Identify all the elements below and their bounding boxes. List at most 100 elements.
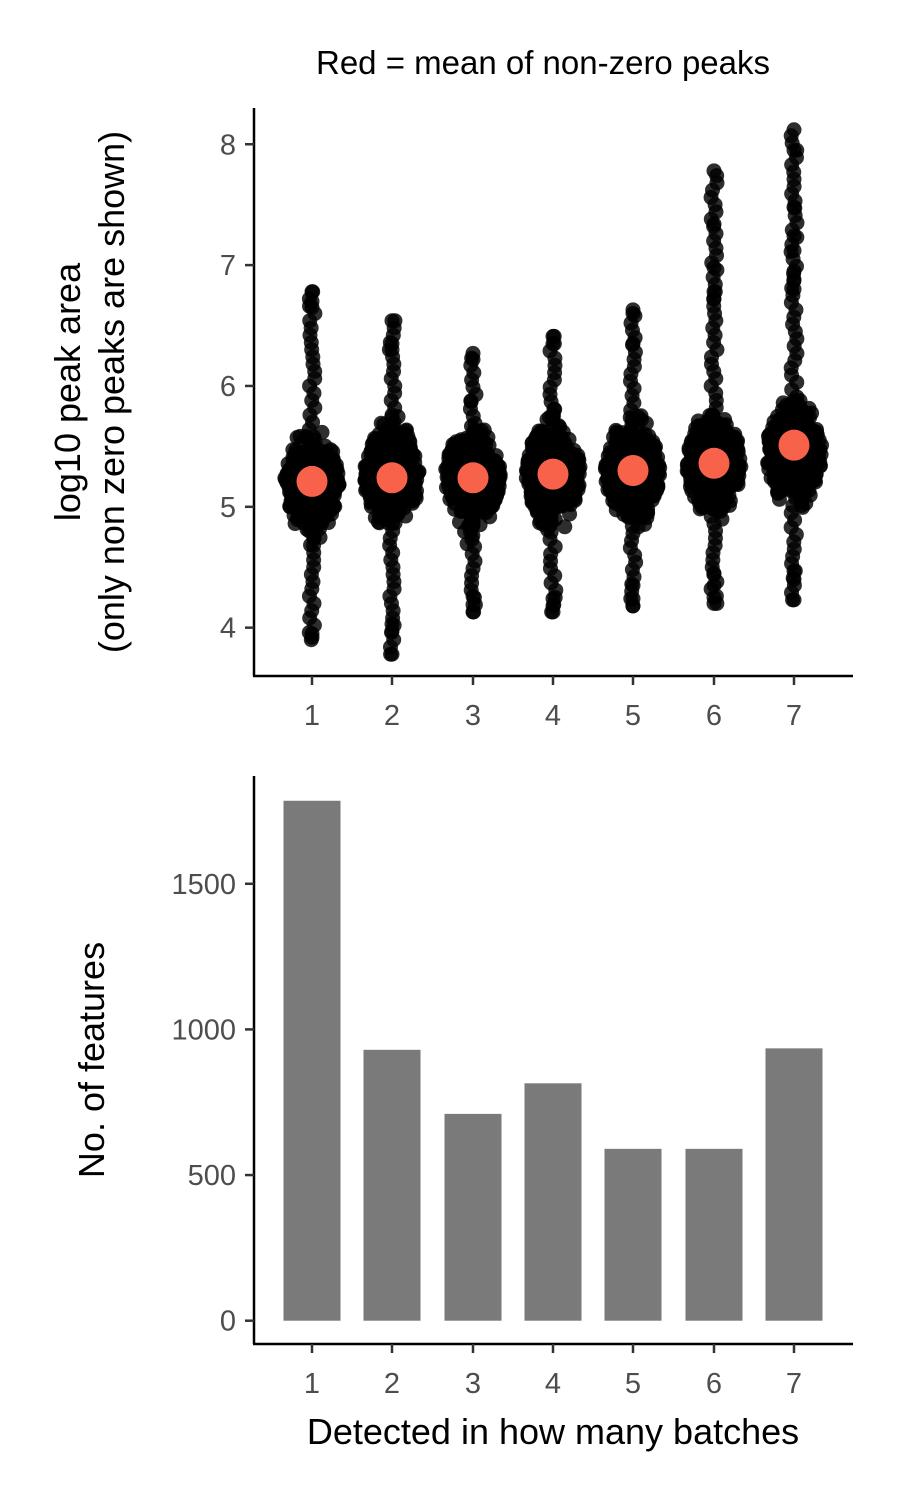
bar-x-tick-label: 7 <box>786 1368 802 1400</box>
beeswarm-point <box>786 281 802 297</box>
bar-series <box>283 800 823 1321</box>
bar-y-tick-label: 1000 <box>171 1014 236 1046</box>
beeswarm-point <box>488 448 504 464</box>
beeswarm-point <box>691 491 707 507</box>
beeswarm-point <box>612 498 628 514</box>
beeswarm-point <box>771 468 787 484</box>
beeswarm-point <box>384 313 400 329</box>
beeswarm-x-ticks: 1 2 3 4 5 6 7 <box>304 676 802 732</box>
beeswarm-point <box>444 476 460 492</box>
beeswarm-point <box>638 486 654 502</box>
beeswarm-points <box>277 122 830 662</box>
bar-y-tick-label: 1500 <box>171 869 236 901</box>
bar <box>444 1113 502 1321</box>
beeswarm-x-tick-label: 4 <box>545 700 561 732</box>
beeswarm-point <box>706 589 722 605</box>
beeswarm-point <box>465 351 481 367</box>
beeswarm-point <box>565 453 581 469</box>
beeswarm-point <box>384 342 400 358</box>
beeswarm-point <box>545 336 561 352</box>
bar-y-tick-label: 0 <box>220 1306 236 1338</box>
bar-panel: No. of features 0 500 1000 1500 1 2 3 4 5 6 7 Det… <box>71 776 853 1452</box>
bar-x-tick-label: 5 <box>625 1368 641 1400</box>
beeswarm-point <box>478 502 494 518</box>
beeswarm-point <box>545 591 561 607</box>
beeswarm-point <box>304 626 320 642</box>
beeswarm-mean-point <box>296 465 328 497</box>
bar <box>604 1148 662 1321</box>
bar-y-ticks: 0 500 1000 1500 <box>171 869 254 1338</box>
beeswarm-point <box>640 505 656 521</box>
beeswarm-point <box>786 563 802 579</box>
beeswarm-mean-point <box>778 429 810 461</box>
beeswarm-point <box>786 199 802 215</box>
beeswarm-point <box>765 449 781 465</box>
bar <box>524 1083 582 1321</box>
beeswarm-point <box>326 464 342 480</box>
beeswarm-point <box>690 428 706 444</box>
beeswarm-point <box>610 439 626 455</box>
bar <box>363 1049 421 1321</box>
beeswarm-mean-point <box>617 455 649 487</box>
beeswarm-point <box>559 496 575 512</box>
beeswarm-point <box>786 228 802 244</box>
beeswarm-title: Red = mean of non-zero peaks <box>316 44 770 81</box>
beeswarm-x-tick-label: 6 <box>706 700 722 732</box>
bar-ylabel: No. of features <box>71 942 112 1178</box>
bar <box>283 800 341 1321</box>
beeswarm-panel: Red = mean of non-zero peaks log10 peak … <box>47 44 853 732</box>
beeswarm-point <box>625 591 641 607</box>
beeswarm-y-tick-label: 4 <box>220 613 236 645</box>
beeswarm-point <box>706 577 722 593</box>
beeswarm-point <box>384 646 400 662</box>
beeswarm-point <box>765 420 781 436</box>
beeswarm-point <box>807 448 823 464</box>
beeswarm-point <box>625 305 641 321</box>
beeswarm-point <box>406 473 422 489</box>
beeswarm-ylabel-line1: log10 peak area <box>47 262 88 521</box>
beeswarm-point <box>373 443 389 459</box>
beeswarm-point <box>808 466 824 482</box>
beeswarm-mean-point <box>537 458 569 490</box>
beeswarm-x-tick-label: 5 <box>625 700 641 732</box>
beeswarm-point <box>283 486 299 502</box>
beeswarm-point <box>730 477 746 493</box>
beeswarm-point <box>706 565 722 581</box>
beeswarm-point <box>319 501 335 517</box>
beeswarm-mean-point <box>698 447 730 479</box>
beeswarm-point <box>786 142 802 158</box>
beeswarm-point <box>645 449 661 465</box>
bar-x-ticks: 1 2 3 4 5 6 7 <box>304 1344 802 1400</box>
beeswarm-point <box>557 519 573 535</box>
beeswarm-point <box>786 592 802 608</box>
beeswarm-y-ticks: 4 5 6 7 8 <box>220 129 254 645</box>
beeswarm-mean-point <box>376 462 408 494</box>
beeswarm-point <box>304 299 320 315</box>
beeswarm-point <box>706 291 722 307</box>
beeswarm-point <box>682 465 698 481</box>
beeswarm-x-tick-label: 1 <box>304 700 320 732</box>
bar-xlabel: Detected in how many batches <box>307 1411 799 1452</box>
bar <box>765 1048 823 1321</box>
beeswarm-point <box>603 452 619 468</box>
beeswarm-point <box>786 122 802 138</box>
beeswarm-x-tick-label: 3 <box>465 700 481 732</box>
beeswarm-point <box>706 260 722 276</box>
beeswarm-point <box>625 577 641 593</box>
beeswarm-point <box>384 616 400 632</box>
beeswarm-point <box>524 481 540 497</box>
beeswarm-point <box>730 464 746 480</box>
beeswarm-point <box>465 588 481 604</box>
beeswarm-point <box>370 486 386 502</box>
beeswarm-point <box>625 336 641 352</box>
beeswarm-x-tick-label: 2 <box>384 700 400 732</box>
beeswarm-point <box>407 448 423 464</box>
beeswarm-y-tick-label: 8 <box>220 129 236 161</box>
bar-x-tick-label: 3 <box>465 1368 481 1400</box>
bar-x-tick-label: 1 <box>304 1368 320 1400</box>
bar <box>685 1148 743 1321</box>
beeswarm-ylabel-line2: (only non zero peaks are shown) <box>91 131 132 653</box>
beeswarm-means <box>296 429 810 497</box>
